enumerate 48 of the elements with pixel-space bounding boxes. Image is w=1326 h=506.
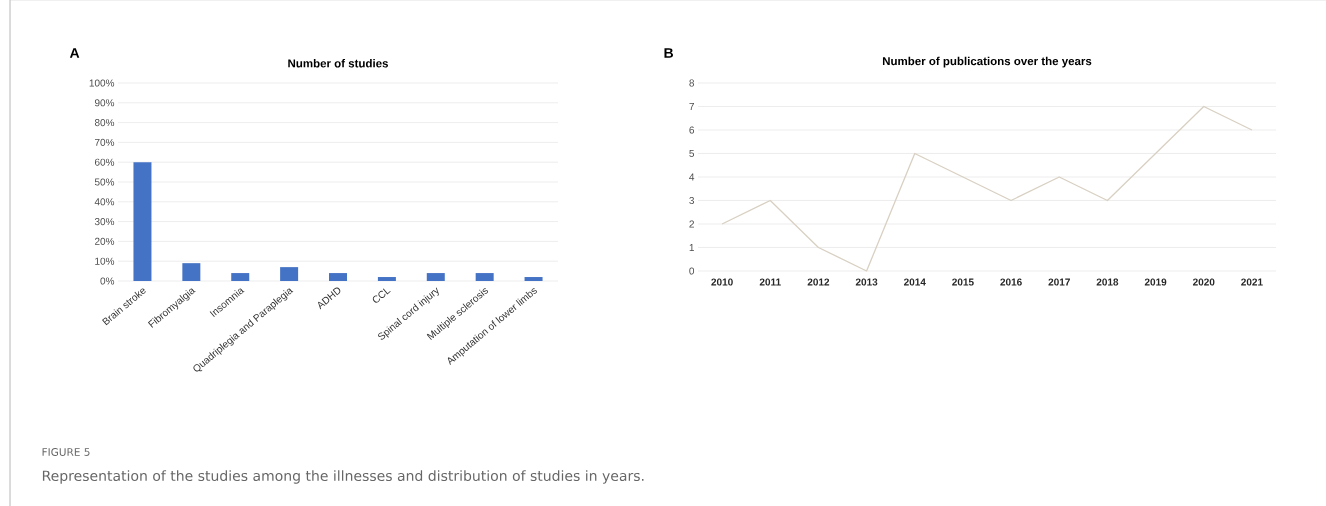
bar bbox=[426, 273, 445, 281]
x-tick-label: 2014 bbox=[903, 278, 926, 286]
y-tick-label: 4 bbox=[689, 173, 695, 181]
x-tick-label: 2010 bbox=[711, 278, 733, 286]
chart-title: Number of studies bbox=[288, 59, 389, 68]
y-tick-label: 30% bbox=[94, 218, 115, 226]
x-tick-label: 2015 bbox=[952, 278, 974, 286]
x-tick-label: 2012 bbox=[807, 278, 830, 286]
bar bbox=[133, 162, 152, 281]
x-tick-label: 2020 bbox=[1192, 278, 1215, 286]
y-tick-label: 80% bbox=[94, 119, 115, 127]
y-tick-label: 0% bbox=[100, 277, 115, 285]
y-tick-label: 10% bbox=[95, 257, 115, 265]
bar bbox=[377, 277, 396, 281]
x-tick-label: 2011 bbox=[759, 278, 781, 286]
y-tick-label: 100% bbox=[89, 79, 115, 87]
x-tick-label: 2016 bbox=[1000, 278, 1022, 286]
text: Representation of the studies among the illnesses and distribution of studies in years. bbox=[42, 470, 644, 484]
x-tick-label: 2019 bbox=[1144, 278, 1167, 286]
x-tick-label: CCL bbox=[372, 288, 391, 303]
text: B bbox=[664, 48, 674, 58]
bar bbox=[475, 273, 494, 281]
y-tick-label: 50% bbox=[94, 178, 115, 186]
y-tick-label: 90% bbox=[94, 99, 115, 107]
bar bbox=[182, 263, 201, 281]
y-tick-label: 70% bbox=[94, 138, 115, 146]
y-tick-label: 2 bbox=[689, 220, 694, 228]
y-tick-label: 20% bbox=[94, 237, 115, 245]
chart-title: Number of publications over the years bbox=[882, 56, 1092, 68]
bar bbox=[329, 273, 348, 281]
x-tick-label: 2018 bbox=[1096, 278, 1119, 286]
y-tick-label: 1 bbox=[689, 244, 694, 251]
y-tick-label: 3 bbox=[689, 196, 695, 205]
text: A bbox=[69, 48, 80, 58]
y-tick-label: 6 bbox=[689, 126, 695, 134]
y-tick-label: 5 bbox=[689, 150, 695, 157]
x-tick-label: 2017 bbox=[1048, 278, 1070, 286]
y-tick-label: 40% bbox=[94, 198, 115, 206]
bar bbox=[231, 273, 250, 281]
bar bbox=[524, 277, 543, 281]
y-tick-label: 60% bbox=[94, 158, 115, 166]
y-tick-label: 0 bbox=[689, 267, 695, 275]
y-tick-label: 7 bbox=[689, 103, 694, 110]
x-tick-label: 2013 bbox=[855, 278, 878, 286]
x-tick-label: 2021 bbox=[1241, 278, 1263, 286]
bar bbox=[280, 267, 299, 281]
y-tick-label: 8 bbox=[689, 79, 695, 87]
caption: FIGURE 5 bbox=[42, 448, 90, 456]
